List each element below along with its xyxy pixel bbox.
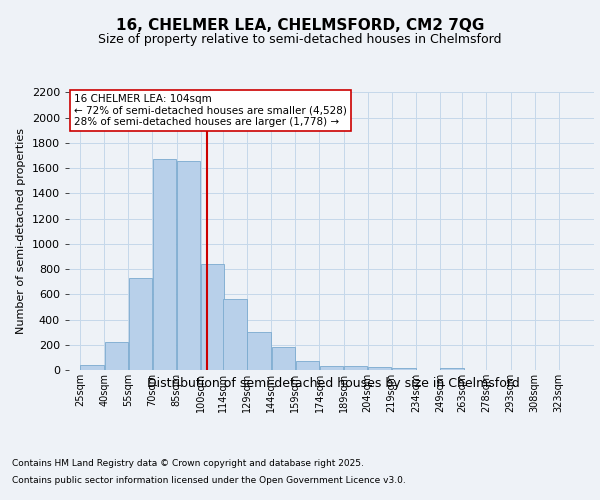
Bar (104, 342, 128, 370)
Bar (392, 368, 416, 370)
Bar (247, 332, 271, 370)
Bar (440, 368, 464, 370)
Bar (177, 160, 200, 370)
Text: Contains HM Land Registry data © Crown copyright and database right 2025.: Contains HM Land Registry data © Crown c… (12, 458, 364, 468)
Text: Contains public sector information licensed under the Open Government Licence v3: Contains public sector information licen… (12, 476, 406, 485)
Bar (80, 365, 104, 370)
Text: Size of property relative to semi-detached houses in Chelmsford: Size of property relative to semi-detach… (98, 32, 502, 46)
Bar (153, 160, 176, 370)
Bar (296, 361, 319, 370)
Bar (201, 264, 224, 370)
Y-axis label: Number of semi-detached properties: Number of semi-detached properties (16, 128, 26, 334)
Bar (272, 348, 295, 370)
Text: Distribution of semi-detached houses by size in Chelmsford: Distribution of semi-detached houses by … (146, 378, 520, 390)
Bar (223, 300, 247, 370)
Bar (128, 278, 152, 370)
Bar (320, 366, 343, 370)
Bar (368, 368, 391, 370)
Text: 16 CHELMER LEA: 104sqm
← 72% of semi-detached houses are smaller (4,528)
28% of : 16 CHELMER LEA: 104sqm ← 72% of semi-det… (74, 94, 347, 127)
Text: 16, CHELMER LEA, CHELMSFORD, CM2 7QG: 16, CHELMER LEA, CHELMSFORD, CM2 7QG (116, 18, 484, 32)
Bar (344, 366, 367, 370)
